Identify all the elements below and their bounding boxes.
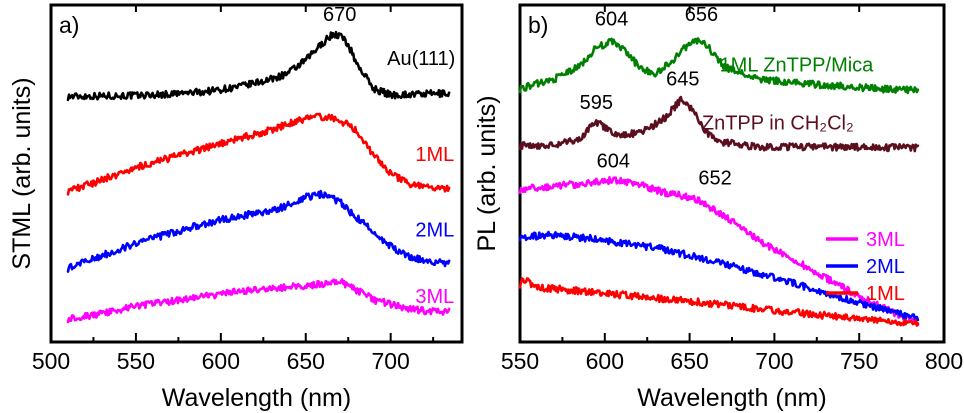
annotation-604: 604	[595, 9, 628, 31]
x-tick-label: 500	[32, 348, 70, 374]
series-line-2ml	[518, 230, 920, 322]
annotation-zntpp-in-ch-cl: ZnTPP in CH₂Cl₂	[702, 113, 854, 135]
series-line-3ml	[66, 278, 451, 324]
panel-label: b)	[528, 12, 548, 38]
annotation-595: 595	[580, 92, 613, 114]
legend-label-2ml: 2ML	[866, 256, 905, 278]
annotation-2ml: 2ML	[415, 220, 454, 242]
series-line-au-111	[66, 30, 451, 102]
plot-frame	[49, 3, 464, 344]
x-tick-label: 600	[202, 348, 240, 374]
x-tick-label: 550	[117, 348, 155, 374]
annotation-670: 670	[323, 4, 356, 26]
y-axis-title: STML (arb. units)	[8, 77, 36, 269]
panel-label: a)	[59, 12, 79, 38]
y-axis-title: PL (arb. units)	[473, 95, 501, 251]
x-axis-title: Wavelength (nm)	[162, 384, 351, 412]
legend-label-3ml: 3ML	[866, 229, 905, 251]
x-tick-label: 700	[755, 348, 793, 374]
x-tick-label: 650	[287, 348, 325, 374]
annotation-656: 656	[685, 4, 718, 26]
annotation-1ml-zntpp-mica: 1ML ZnTPP/Mica	[720, 54, 875, 76]
series-line-1ml	[518, 277, 920, 327]
x-tick-label: 750	[840, 348, 878, 374]
annotation-604: 604	[597, 150, 630, 172]
x-tick-label: 550	[501, 348, 539, 374]
x-tick-label: 600	[586, 348, 624, 374]
x-tick-label: 700	[371, 348, 409, 374]
panel-b: 550 600 650 700 750 800 Wavelength (nm) PL (arb…	[473, 3, 963, 412]
x-tick-label: 650	[670, 348, 708, 374]
annotation-645: 645	[666, 68, 699, 90]
annotation-652: 652	[698, 168, 731, 190]
series-line-zntpp-in-ch2cl2	[518, 95, 920, 153]
series-line-1ml	[66, 112, 451, 196]
x-tick-label: 800	[925, 348, 963, 374]
series-line-1ml-zntpp-mica	[518, 37, 920, 95]
annotation-1ml: 1ML	[415, 144, 454, 166]
series-line-3ml	[518, 176, 920, 326]
legend: 3ML 2ML 1ML	[826, 229, 905, 305]
x-axis-title: Wavelength (nm)	[637, 384, 826, 412]
series-line-2ml	[66, 189, 451, 273]
panel-a: 500 550 600 650 700 Wavelength (nm) STML (arb.…	[8, 3, 464, 412]
annotation-au-111: Au(111)	[387, 48, 455, 70]
annotation-3ml: 3ML	[415, 286, 454, 308]
legend-label-1ml: 1ML	[866, 283, 905, 305]
